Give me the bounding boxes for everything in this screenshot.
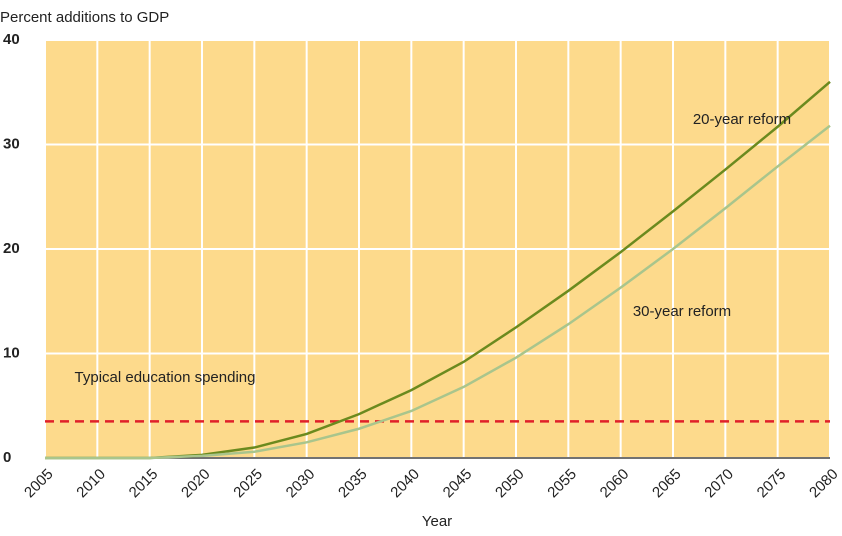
- reference-label: Typical education spending: [74, 369, 256, 386]
- x-tick-label: 2055: [544, 466, 580, 502]
- x-tick-label: 2080: [806, 466, 842, 502]
- x-tick-label: 2020: [178, 466, 214, 502]
- x-tick-label: 2040: [387, 466, 423, 502]
- series-label: 30-year reform: [633, 303, 731, 320]
- y-tick-label: 20: [3, 240, 20, 257]
- x-tick-label: 2030: [283, 466, 319, 502]
- x-tick-label: 2070: [701, 466, 737, 502]
- x-tick-label: 2015: [126, 466, 162, 502]
- x-tick-label: 2025: [230, 466, 266, 502]
- x-tick-label: 2060: [597, 466, 633, 502]
- y-tick-label: 10: [3, 344, 20, 361]
- x-tick-label: 2065: [649, 466, 685, 502]
- x-axis-title: Year: [422, 513, 452, 530]
- y-tick-label: 40: [3, 31, 20, 48]
- x-tick-label: 2035: [335, 466, 371, 502]
- series-label: 20-year reform: [693, 111, 791, 128]
- line-series: [45, 124, 831, 460]
- y-tick-label: 0: [3, 449, 11, 466]
- x-tick-label: 2050: [492, 466, 528, 502]
- y-axis-title: Percent additions to GDP: [0, 9, 169, 26]
- x-tick-label: 2005: [21, 466, 57, 502]
- y-tick-label: 30: [3, 135, 20, 152]
- x-tick-label: 2045: [440, 466, 476, 502]
- x-tick-label: 2010: [73, 466, 109, 502]
- x-tick-label: 2075: [754, 466, 790, 502]
